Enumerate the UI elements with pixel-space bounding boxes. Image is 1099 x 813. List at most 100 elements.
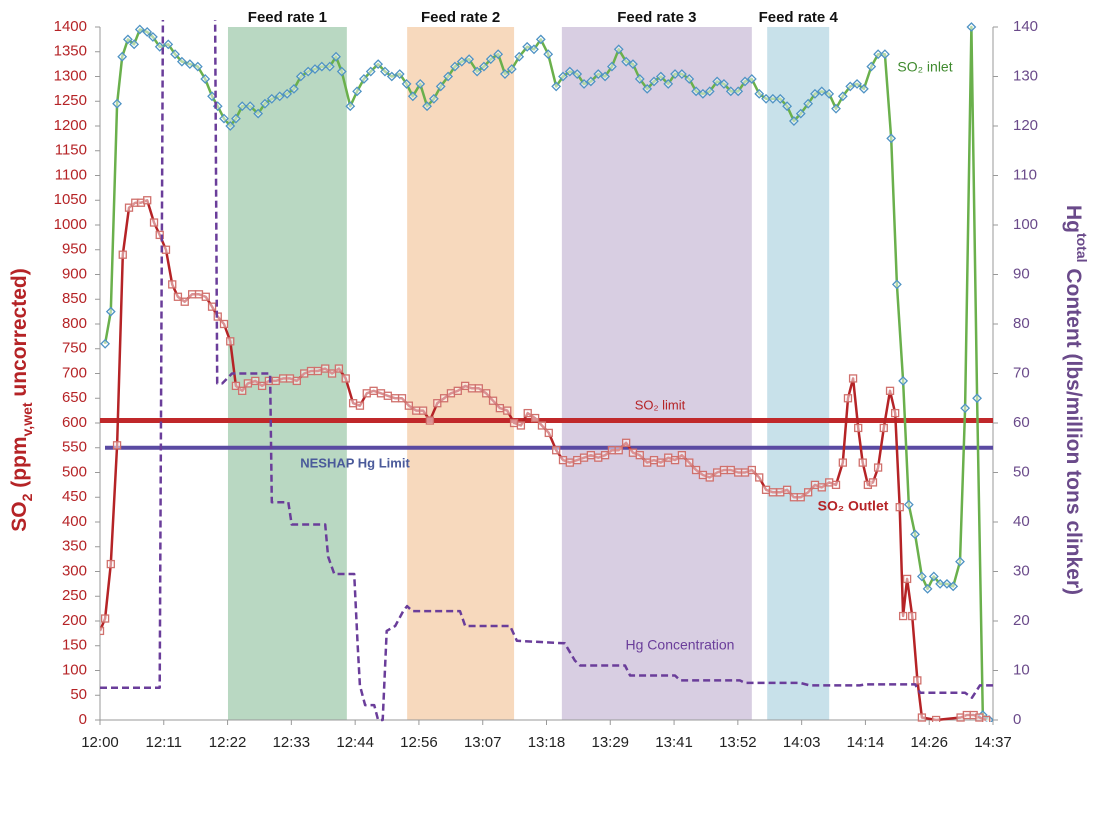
y-tick-label: 650	[62, 389, 87, 406]
data-marker	[231, 381, 241, 391]
axis-title-script: v,wet	[19, 402, 35, 436]
data-marker	[831, 103, 841, 114]
data-marker	[303, 66, 314, 77]
data-marker	[551, 81, 562, 92]
data-marker	[931, 715, 941, 722]
data-marker	[955, 556, 965, 567]
data-marker	[705, 473, 714, 482]
data-marker	[192, 61, 203, 72]
data-marker	[726, 465, 735, 475]
data-marker	[530, 413, 540, 423]
data-marker	[443, 71, 454, 82]
data-marker	[663, 79, 674, 89]
series-label: SO₂ Outlet	[818, 498, 889, 514]
band-label: Feed rate 3	[617, 9, 696, 26]
data-marker	[300, 369, 309, 378]
y-tick-label: 1000	[54, 216, 87, 233]
data-marker	[453, 386, 462, 395]
data-marker	[112, 98, 122, 109]
x-tick-label: 12:22	[209, 734, 247, 751]
data-marker	[100, 338, 111, 349]
data-marker	[376, 389, 386, 398]
data-marker	[543, 49, 554, 60]
y2-tick-label: 50	[1013, 463, 1030, 480]
data-marker	[279, 374, 288, 383]
data-marker	[972, 393, 982, 404]
data-marker	[886, 133, 897, 144]
y-tick-label: 200	[62, 612, 87, 629]
y-tick-label: 350	[62, 538, 87, 555]
data-marker	[292, 376, 301, 386]
y-tick-label: 1300	[54, 67, 87, 84]
data-marker	[260, 98, 270, 109]
data-marker	[194, 290, 204, 299]
data-marker	[670, 69, 680, 79]
band-label: Feed rate 2	[421, 9, 500, 26]
x-tick-label: 13:18	[528, 734, 566, 751]
data-marker	[341, 374, 350, 383]
data-marker	[670, 455, 680, 465]
data-marker	[544, 428, 553, 438]
data-marker	[238, 386, 247, 395]
data-marker	[124, 203, 134, 212]
data-marker	[334, 364, 344, 373]
x-tick-label: 14:37	[974, 734, 1012, 751]
y-tick-label: 1200	[54, 117, 87, 134]
data-marker	[712, 468, 722, 477]
x-tick-label: 14:14	[847, 734, 885, 751]
axis-title-part: Hg	[1062, 205, 1085, 233]
y-tick-label: 1100	[55, 166, 87, 183]
data-marker	[509, 418, 519, 428]
data-marker	[321, 364, 330, 373]
data-marker	[187, 290, 197, 299]
data-marker	[719, 465, 729, 475]
data-marker	[858, 83, 869, 94]
data-marker	[975, 713, 984, 722]
y2-tick-label: 110	[1013, 166, 1037, 183]
data-marker	[698, 470, 708, 480]
x-tick-label: 13:29	[591, 734, 629, 751]
data-marker	[362, 389, 371, 398]
data-marker	[467, 384, 477, 393]
data-marker	[168, 280, 177, 289]
data-marker	[435, 81, 446, 92]
feed-band	[407, 27, 515, 720]
y-tick-label: 1400	[54, 18, 87, 35]
data-marker	[537, 421, 547, 430]
data-marker	[383, 391, 392, 400]
data-marker	[117, 51, 128, 62]
x-tick-label: 14:03	[783, 734, 821, 751]
data-marker	[134, 24, 145, 35]
y-tick-label: 150	[62, 637, 87, 654]
data-marker	[810, 480, 820, 490]
data-marker	[776, 488, 785, 497]
series-line	[100, 20, 993, 722]
x-tick-label: 13:52	[719, 734, 757, 751]
data-marker	[149, 218, 159, 227]
data-marker	[170, 49, 180, 60]
data-marker	[817, 483, 826, 492]
data-marker	[461, 381, 470, 391]
data-marker	[327, 369, 337, 378]
data-marker	[761, 485, 771, 494]
y2-tick-label: 40	[1013, 513, 1030, 530]
data-marker	[122, 34, 133, 45]
plot-area	[100, 20, 993, 722]
data-marker	[428, 93, 439, 104]
data-marker	[691, 86, 702, 97]
data-marker	[558, 455, 568, 465]
data-marker	[237, 101, 248, 112]
data-marker	[600, 71, 611, 82]
data-marker	[573, 455, 582, 465]
data-marker	[643, 458, 652, 467]
data-marker	[163, 39, 174, 50]
data-marker	[118, 250, 127, 259]
data-marker	[391, 394, 400, 403]
data-marker	[795, 108, 806, 119]
data-marker	[161, 245, 171, 254]
data-marker	[649, 455, 659, 465]
data-marker	[365, 66, 376, 77]
data-marker	[201, 292, 210, 301]
data-marker	[621, 56, 632, 67]
data-marker	[295, 71, 306, 82]
